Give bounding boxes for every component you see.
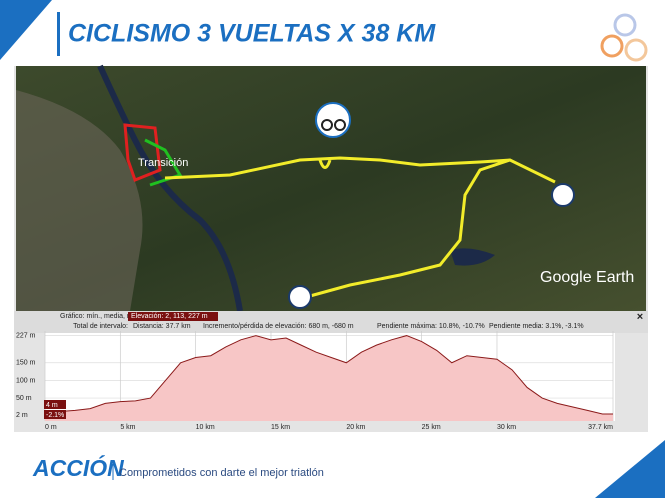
x-tick-label: 15 km — [271, 424, 290, 431]
x-tick-label: 0 m — [45, 424, 57, 431]
y-tick-label: 50 m — [16, 395, 32, 402]
map-attribution: Google Earth — [540, 269, 634, 286]
turn-icon — [551, 183, 575, 207]
reservoir — [450, 248, 495, 266]
stats-text: Pendiente media: 3.1%, -3.1% — [489, 323, 584, 330]
stats-text: Distancia: 37.7 km — [133, 323, 191, 330]
logo-ring — [624, 38, 648, 62]
stats-highlight — [128, 312, 218, 321]
logo-ring — [600, 34, 624, 58]
urban-area — [16, 90, 143, 311]
stats-text: Elevación: 2, 113, 227 m — [131, 313, 208, 320]
x-tick-label: 20 km — [346, 424, 365, 431]
brand: ACCIÓN — [32, 454, 124, 481]
bike-icon — [315, 102, 351, 138]
title: CICLISMO 3 VUELTAS X 38 KM — [68, 20, 436, 48]
corner-accent — [595, 440, 665, 498]
bike-icon — [321, 119, 333, 131]
route-bike — [164, 156, 556, 298]
y-tick-label: 150 m — [16, 360, 36, 367]
map-label: Transición — [138, 157, 188, 169]
x-tick-label: 10 km — [196, 424, 215, 431]
y-tick-label: 227 m — [16, 332, 36, 339]
stats-text: Gráfico: mín., media, máx. — [60, 313, 142, 320]
river — [97, 64, 243, 312]
cursor-slope: -2.1% — [46, 412, 64, 419]
x-tick-label: 25 km — [422, 424, 441, 431]
route-transition — [144, 138, 183, 187]
elevation-line — [44, 335, 613, 415]
y-tick-label: 100 m — [16, 377, 36, 384]
x-tick-label: 37.7 km — [588, 424, 613, 431]
cursor-box — [44, 410, 66, 419]
x-tick-label: 5 km — [120, 424, 135, 431]
x-tick-label: 30 km — [497, 424, 516, 431]
stats-text: Total de intervalo: — [73, 323, 128, 330]
y-tick-label: 2 m — [16, 412, 28, 419]
logo-ring — [613, 13, 637, 37]
cursor-box — [44, 400, 66, 409]
corner-accent — [0, 0, 52, 60]
title-bar — [57, 12, 60, 56]
close-button[interactable]: × — [637, 311, 643, 323]
stats-text: Pendiente máxima: 10.8%, -10.7% — [377, 323, 485, 330]
turn-icon — [288, 285, 312, 309]
cursor-elevation: 4 m — [46, 402, 58, 409]
route-run — [123, 123, 162, 182]
elevation-area — [45, 335, 613, 421]
stats-text: Incremento/pérdida de elevación: 680 m, … — [203, 323, 354, 330]
bike-icon — [334, 119, 346, 131]
slogan: Comprometidos con darte el mejor triatló… — [119, 467, 324, 479]
